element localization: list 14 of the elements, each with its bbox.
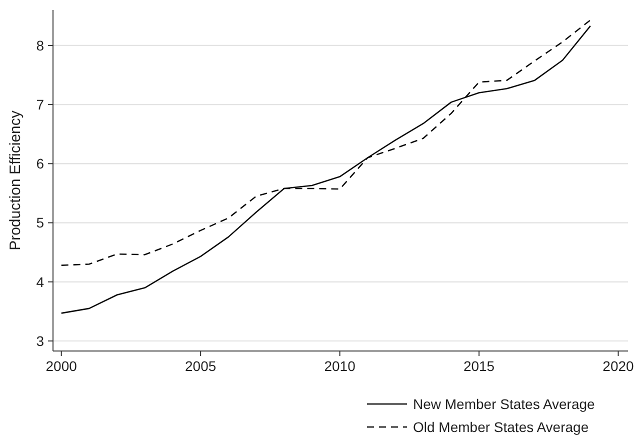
x-tick-label: 2005 — [185, 358, 216, 374]
y-tick-label: 8 — [36, 37, 44, 54]
legend-label: New Member States Average — [413, 396, 596, 412]
y-tick-label: 7 — [36, 96, 44, 112]
y-tick-label: 4 — [36, 274, 44, 290]
y-tick-label: 5 — [36, 214, 44, 231]
legend-label: Old Member States Average — [413, 418, 589, 435]
x-tick-label: 2000 — [46, 358, 78, 374]
x-tick-label: 2015 — [463, 358, 495, 374]
y-tick-label: 6 — [36, 156, 44, 172]
x-tick-label: 2020 — [602, 358, 634, 374]
y-axis-title: Production Efficiency — [7, 110, 24, 250]
x-tick-label: 2010 — [324, 358, 356, 374]
y-tick-label: 3 — [36, 332, 44, 349]
